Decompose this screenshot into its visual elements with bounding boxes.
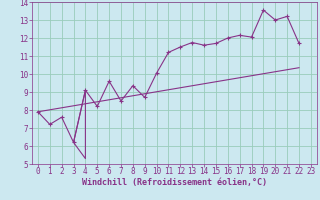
X-axis label: Windchill (Refroidissement éolien,°C): Windchill (Refroidissement éolien,°C): [82, 178, 267, 187]
